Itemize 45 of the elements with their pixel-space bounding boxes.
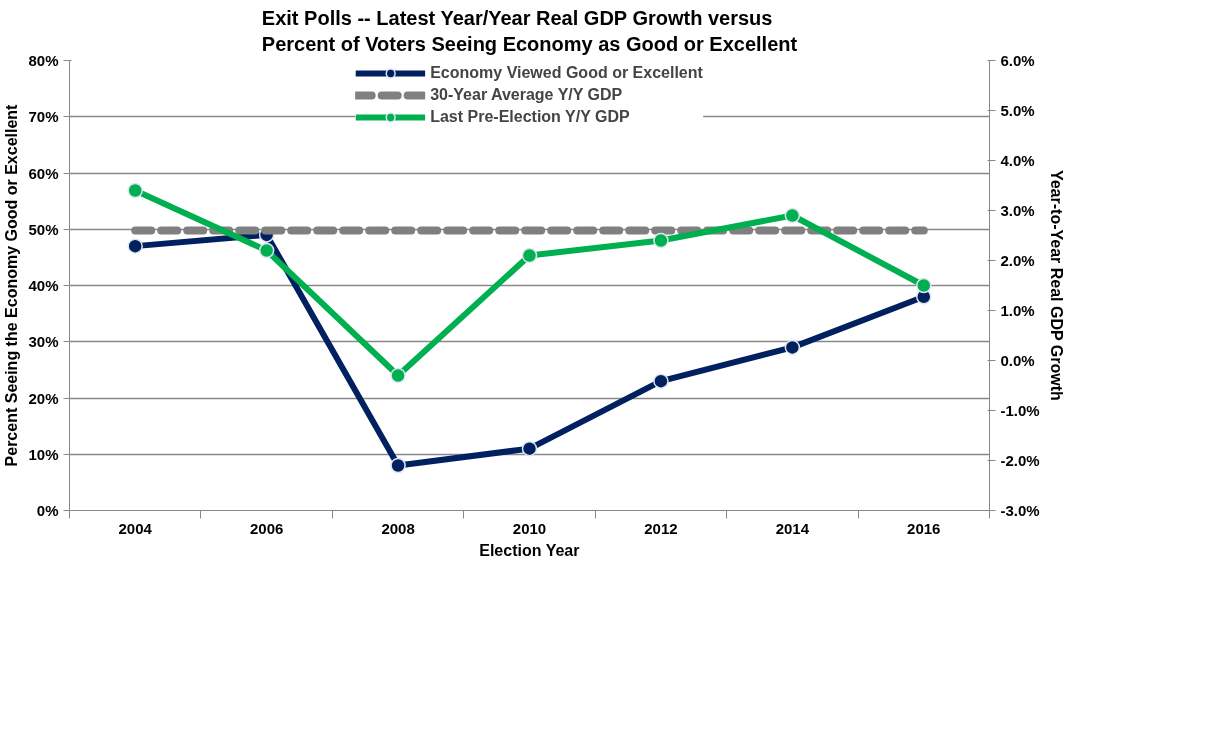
point (258, 242, 275, 259)
y-tick-label: 10% (28, 445, 59, 463)
x-tick-label: 2006 (249, 519, 284, 537)
point (784, 207, 801, 224)
y2-tick-label: 0.0% (1000, 352, 1035, 369)
point (390, 367, 406, 384)
point (390, 457, 406, 474)
y2-tick-label: 2.0% (1000, 252, 1035, 269)
y-tick-label: 30% (28, 333, 59, 351)
y-tick-label: 80% (28, 52, 59, 69)
y2-tick-label: 5.0% (1000, 102, 1035, 119)
point (916, 277, 932, 294)
point (127, 238, 143, 254)
y2-tick-label: 1.0% (1000, 302, 1035, 319)
y2-axis-title: Year-to-Year Real GDP Growth (1047, 169, 1065, 401)
point (521, 247, 538, 264)
y2-tick-label: 6.0% (1000, 52, 1035, 69)
legend-label: Last Pre-Election Y/Y GDP (430, 107, 630, 127)
point (653, 373, 669, 389)
y2-tick-label: -1.0% (1000, 402, 1040, 419)
x-tick-label: 2012 (644, 519, 678, 537)
legend-label: 30-Year Average Y/Y GDP (430, 85, 623, 105)
y-tick-label: 50% (28, 220, 59, 238)
y-tick-label: 40% (28, 277, 59, 294)
y2-tick-label: -2.0% (1000, 452, 1040, 469)
x-tick-label: 2004 (118, 519, 153, 537)
point (127, 182, 143, 199)
point (521, 440, 538, 457)
y2-tick-label: -3.0% (1000, 502, 1040, 519)
y2-tick-label: 3.0% (1000, 202, 1035, 219)
x-axis-title: Election Year (479, 541, 580, 559)
chart-title: Exit Polls -- Latest Year/Year Real GDP Growth versus Percent of Voters Seeing Economy as Good or Excellent (261, 7, 798, 56)
y2-tick-label: 4.0% (1000, 152, 1035, 169)
y-tick-label: 70% (28, 108, 59, 126)
x-tick-label: 2008 (381, 519, 415, 537)
x-tick-label: 2016 (907, 519, 941, 537)
x-tick-label: 2014 (775, 519, 810, 537)
y-tick-label: 20% (28, 389, 59, 407)
point (784, 339, 801, 356)
y-tick-label: 0% (36, 502, 59, 519)
point (653, 232, 669, 249)
x-tick-label: 2010 (512, 519, 547, 537)
y-axis-title: Percent Seeing the Economy Good or Excellent (3, 103, 21, 467)
y-tick-label: 60% (28, 164, 59, 182)
legend-label: Economy Viewed Good or Excellent (430, 63, 703, 83)
